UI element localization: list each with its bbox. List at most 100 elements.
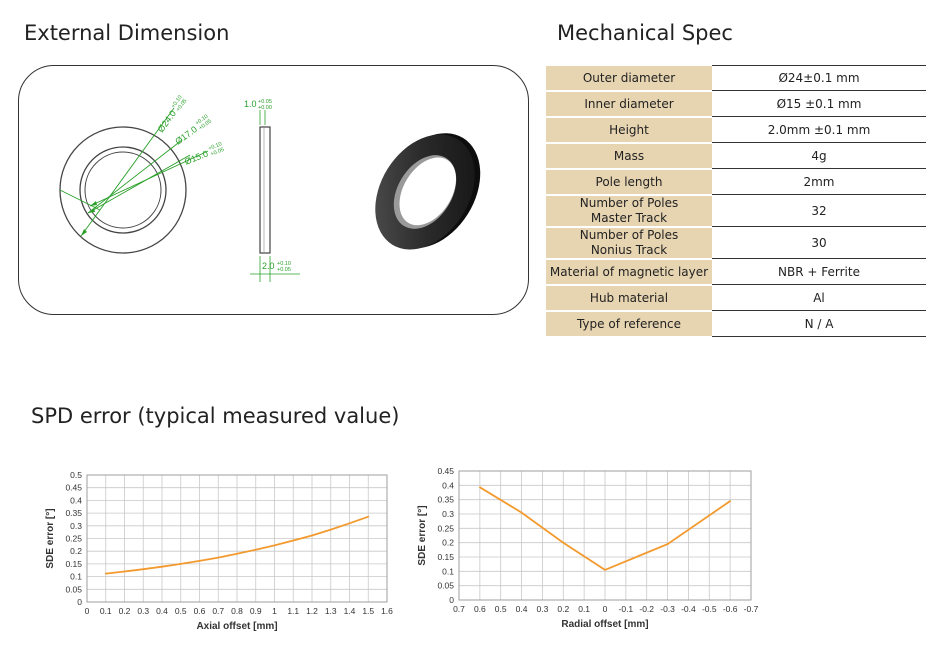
y-tick-label: 0.4 — [70, 495, 82, 505]
data-point — [329, 528, 332, 531]
table-row: Pole length 2mm — [546, 168, 926, 196]
mechanical-spec-table: Outer diameter Ø24±0.1 mm Inner diameter… — [546, 65, 926, 338]
spec-key: Material of magnetic layer — [546, 258, 712, 286]
x-tick-label: 1.4 — [344, 606, 356, 616]
x-tick-label: 1.1 — [287, 606, 299, 616]
data-point — [348, 522, 351, 525]
radial-offset-chart: 0.7 0.6 0.5 0.4 0.3 0.2 0.1 0 -0.1 -0.2 -0.3 -0.4 -0… — [417, 466, 759, 630]
x-tick-label: -0.1 — [619, 604, 634, 614]
spec-value: 32 — [712, 194, 926, 227]
spec-key: Hub material — [546, 284, 712, 312]
plot-frame — [458, 470, 752, 601]
dim-inner-tol-upper: +0.10 — [208, 141, 223, 152]
data-point — [311, 534, 313, 537]
data-point — [729, 500, 732, 502]
x-tick-label: 0.3 — [137, 606, 149, 616]
data-point — [478, 486, 481, 489]
data-point — [367, 515, 370, 518]
spec-value: 4g — [712, 142, 926, 169]
data-point — [236, 552, 238, 555]
x-tick-label: 0 — [85, 606, 90, 616]
spec-key: Outer diameter — [546, 65, 712, 92]
data-point — [520, 511, 523, 514]
mechanical-spec-heading: Mechanical Spec — [557, 21, 733, 45]
data-point — [292, 539, 295, 542]
x-tick-label: 0.2 — [119, 606, 131, 616]
spec-key: Inner diameter — [546, 90, 712, 118]
spec-key-line2: Master Track — [590, 210, 668, 225]
spec-key: Type of reference — [546, 310, 712, 338]
x-tick-label: 1.3 — [325, 606, 337, 616]
y-tick-label: 0.05 — [437, 581, 454, 591]
front-view-ring — [59, 126, 187, 254]
axial-offset-chart: 0 0.1 0.2 0.3 0.4 0.5 0.6 0.7 0.8 0.9 1 1.1 1.2 1.3 1.… — [45, 470, 393, 632]
spec-value: 2.0mm ±0.1 mm — [712, 116, 926, 143]
dimension-drawing: Ø24.0 +0.10 +0.05 Ø17.0 +0.10 +0.05 Ø15.… — [59, 95, 481, 282]
y-tick-label: 0.15 — [65, 559, 82, 569]
y-tick-label: 0.45 — [65, 483, 82, 493]
y-tick-label: 0.25 — [65, 534, 82, 544]
x-tick-label: -0.3 — [660, 604, 675, 614]
y-tick-label: 0.2 — [442, 538, 454, 548]
series-line — [479, 486, 731, 571]
x-tick-label: 0.5 — [175, 606, 187, 616]
x-axis-label: Axial offset [mm] — [196, 621, 277, 632]
spec-value: 30 — [712, 226, 926, 259]
y-axis-label: SDE error [°] — [417, 505, 428, 565]
y-tick-label: 0.3 — [442, 509, 454, 519]
x-tick-label: 1 — [272, 606, 277, 616]
x-tick-label: -0.7 — [744, 604, 759, 614]
dim-hub-tol-upper: +0.05 — [258, 99, 272, 105]
spec-value: Al — [712, 284, 926, 311]
data-point — [179, 563, 182, 565]
x-tick-label: 0.6 — [194, 606, 206, 616]
table-row: Mass 4g — [546, 142, 926, 170]
data-point — [198, 559, 201, 562]
x-tick-label: 0.7 — [453, 604, 465, 614]
data-point — [604, 569, 606, 571]
y-tick-label: 0.35 — [437, 495, 454, 505]
dim-height-tol-upper: +0.10 — [277, 261, 291, 267]
table-row: Height 2.0mm ±0.1 mm — [546, 116, 926, 144]
spd-error-heading: SPD error (typical measured value) — [31, 404, 400, 428]
x-tick-label: 0.6 — [474, 604, 486, 614]
x-tick-label: -0.5 — [702, 604, 717, 614]
x-tick-label: 0.1 — [578, 604, 590, 614]
y-tick-label: 0.4 — [442, 480, 454, 490]
spec-value: NBR + Ferrite — [712, 258, 926, 285]
y-tick-label: 0.35 — [65, 508, 82, 518]
x-tick-label: 0.3 — [537, 604, 549, 614]
spec-key: Number of Poles Nonius Track — [546, 226, 712, 260]
x-tick-label: 0.5 — [495, 604, 507, 614]
x-tick-label: 0.4 — [516, 604, 528, 614]
dim-hub-width-label: 1.0 — [244, 99, 257, 109]
dim-inner-label: Ø15.0 — [183, 148, 209, 166]
external-dimension-heading: External Dimension — [24, 21, 230, 45]
y-tick-label: 0 — [449, 595, 454, 605]
x-tick-label: -0.6 — [723, 604, 738, 614]
x-tick-label: 0.2 — [557, 604, 569, 614]
x-tick-label: 0.1 — [100, 606, 112, 616]
table-row: Inner diameter Ø15 ±0.1 mm — [546, 90, 926, 118]
y-tick-label: 0.1 — [70, 572, 82, 582]
data-point — [142, 568, 145, 571]
spec-value: Ø15 ±0.1 mm — [712, 90, 926, 117]
table-row: Number of Poles Nonius Track 30 — [546, 226, 926, 260]
spec-key-line1: Number of Poles — [579, 227, 679, 242]
dimension-arrows — [81, 201, 97, 236]
x-tick-label: 0.4 — [156, 606, 168, 616]
ring-3d-render — [375, 133, 481, 250]
spec-key: Number of Poles Master Track — [546, 194, 712, 228]
data-point — [123, 570, 126, 573]
dimension-lines — [59, 107, 209, 237]
y-axis-label: SDE error [°] — [45, 508, 56, 568]
y-tick-label: 0.05 — [65, 584, 82, 594]
table-row: Outer diameter Ø24±0.1 mm — [546, 65, 926, 92]
table-row: Number of Poles Master Track 32 — [546, 194, 926, 228]
data-point — [666, 543, 669, 545]
x-axis-label: Radial offset [mm] — [561, 619, 648, 630]
spec-key-line1: Number of Poles — [579, 195, 679, 210]
x-tick-label: -0.2 — [639, 604, 654, 614]
data-point — [217, 556, 220, 559]
spec-key: Mass — [546, 142, 712, 170]
